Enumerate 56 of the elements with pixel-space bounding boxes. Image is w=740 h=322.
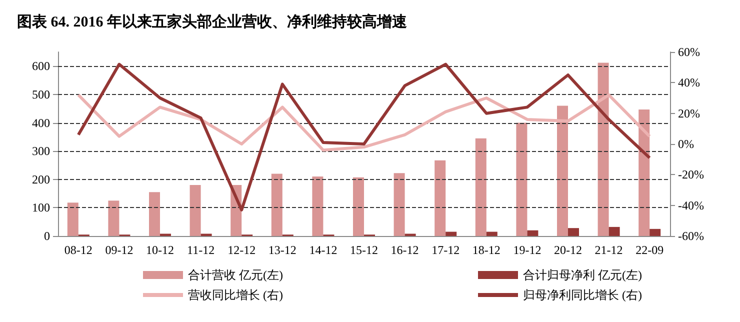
line-series <box>76 93 652 152</box>
y2-tick-label: 60% <box>678 45 700 59</box>
bar <box>638 109 650 236</box>
x-tick-label: 17-12 <box>432 243 460 257</box>
y2-tick-label: -60% <box>678 229 704 243</box>
bar <box>516 122 528 236</box>
y2-tick-label: -20% <box>678 168 704 182</box>
bar <box>568 228 579 236</box>
legend-label: 合计营收 亿元(左) <box>188 268 283 282</box>
x-tick-label: 10-12 <box>146 243 174 257</box>
x-tick-label: 12-12 <box>228 243 256 257</box>
x-tick-label: 15-12 <box>350 243 378 257</box>
bar <box>650 228 661 236</box>
x-tick-label: 11-12 <box>187 243 215 257</box>
bar <box>434 160 446 236</box>
y-tick-label: 500 <box>32 87 50 102</box>
bar <box>557 106 568 236</box>
x-tick-label: 13-12 <box>268 243 296 257</box>
y-tick-label: 0 <box>44 229 50 243</box>
line-series <box>76 62 652 212</box>
x-tick-label: 19-12 <box>513 243 542 257</box>
bar <box>446 232 457 236</box>
bar <box>190 185 201 236</box>
bar <box>608 226 620 236</box>
legend-label: 归母净利同比增长 (右) <box>523 288 642 302</box>
bar <box>108 200 120 236</box>
y-tick-label: 200 <box>32 172 50 186</box>
x-tick-label: 09-12 <box>105 243 134 257</box>
bar <box>312 176 324 236</box>
x-tick-label: 16-12 <box>390 243 419 257</box>
x-tick-label: 22-09 <box>636 243 664 257</box>
x-tick-label: 08-12 <box>64 243 92 257</box>
bar <box>149 192 160 236</box>
x-tick-label: 21-12 <box>594 243 623 257</box>
y-tick-label: 600 <box>32 59 50 74</box>
bar <box>486 232 498 236</box>
y2-tick-label: 40% <box>678 76 700 90</box>
legend-label: 合计归母净利 亿元(左) <box>523 268 642 282</box>
bar <box>394 173 405 236</box>
y-tick-label: 300 <box>32 144 50 158</box>
y2-tick-label: 0% <box>678 137 694 151</box>
x-tick-label: 14-12 <box>309 243 338 257</box>
y-tick-label: 100 <box>32 200 50 215</box>
x-tick-label: 20-12 <box>554 243 582 257</box>
y2-tick-label: -40% <box>678 198 704 212</box>
chart-title: 图表 64. 2016 年以来五家头部企业营收、净利维持较高增速 <box>17 12 408 30</box>
bar <box>527 230 538 236</box>
bar <box>271 174 282 236</box>
bar <box>67 202 78 236</box>
bar <box>598 62 609 236</box>
y-tick-label: 400 <box>32 116 50 130</box>
y2-tick-label: 20% <box>678 106 700 120</box>
legend-label: 营收同比增长 (右) <box>188 288 283 302</box>
bar <box>353 177 364 236</box>
bar <box>475 138 486 236</box>
x-tick-label: 18-12 <box>472 243 500 257</box>
